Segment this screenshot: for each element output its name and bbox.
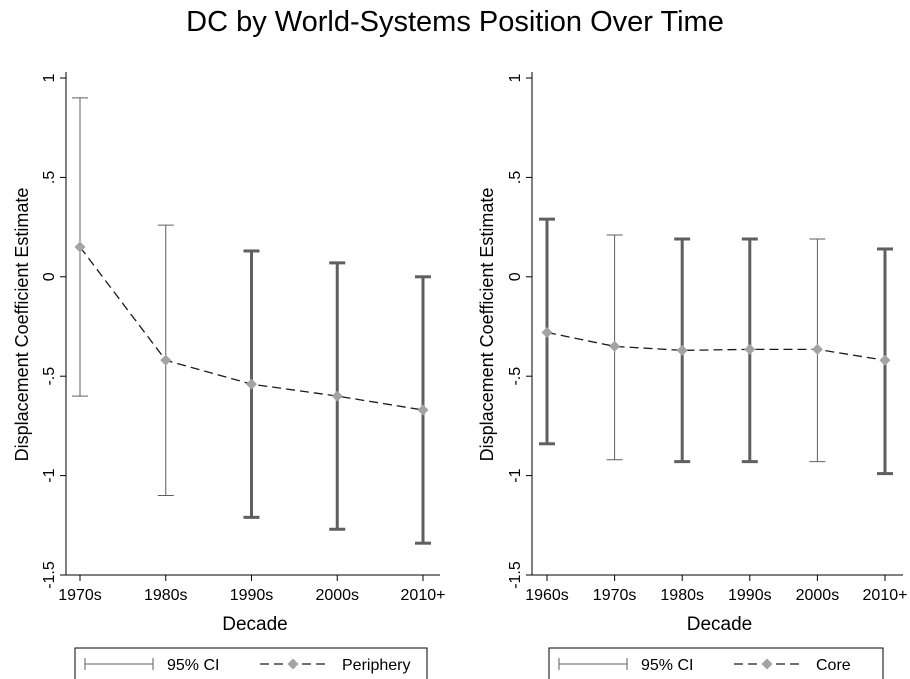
- y-tick-label: .5: [41, 171, 58, 184]
- x-axis-label: Decade: [687, 614, 753, 635]
- data-point: [744, 343, 756, 355]
- y-tick-label: -.5: [41, 367, 58, 386]
- legend-series-marker: [287, 658, 299, 670]
- legend: 95% CI Periphery: [74, 647, 428, 679]
- series-line: [546, 331, 886, 361]
- x-tick-label: 2000s: [315, 587, 359, 604]
- data-point: [331, 390, 343, 402]
- legend-series-marker: [761, 658, 773, 670]
- x-tick-label: 1960s: [525, 587, 569, 604]
- data-point: [160, 354, 172, 366]
- data-point: [541, 326, 553, 338]
- x-tick-label: 2010+: [401, 587, 446, 604]
- y-tick-label: 1: [41, 73, 58, 82]
- y-axis-label: Displacement Coefficient Estimate: [12, 188, 32, 462]
- y-tick-label: -1: [41, 468, 58, 482]
- y-tick-label: -1.5: [41, 561, 58, 589]
- data-point: [676, 344, 688, 356]
- core-panel: 1 .5 0 -.5 -1 -1.5 Displacement Coefficient Es…: [477, 72, 907, 679]
- legend-series-label: Periphery: [342, 657, 410, 674]
- legend: 95% CI Core: [548, 647, 884, 679]
- x-tick-label: 1990s: [230, 587, 274, 604]
- chart-title: DC by World-Systems Position Over Time: [186, 6, 724, 38]
- y-tick-label: 0: [507, 272, 524, 281]
- y-tick-label: .5: [507, 171, 524, 184]
- x-tick-label: 1970s: [593, 587, 637, 604]
- legend-ci-label: 95% CI: [641, 657, 693, 674]
- x-tick-label: 2000s: [796, 587, 840, 604]
- data-point: [609, 340, 621, 352]
- data-point: [417, 404, 429, 416]
- x-axis-label: Decade: [222, 614, 288, 635]
- y-tick-label: -1.5: [507, 561, 524, 589]
- legend-series-label: Core: [816, 657, 851, 674]
- y-tick-label: -1: [507, 468, 524, 482]
- data-point: [811, 343, 823, 355]
- legend-ci-label: 95% CI: [167, 657, 219, 674]
- x-tick-label: 2010+: [863, 587, 908, 604]
- y-tick-label: 1: [507, 73, 524, 82]
- periphery-panel: 1 .5 0 -.5 -1 -1.5 Displacement Coefficient Es…: [12, 72, 445, 679]
- data-point: [246, 378, 257, 390]
- x-tick-label: 1980s: [144, 587, 188, 604]
- data-point: [879, 354, 891, 366]
- x-tick-label: 1980s: [660, 587, 704, 604]
- y-axis-label: Displacement Coefficient Estimate: [477, 188, 497, 462]
- x-tick-label: 1970s: [58, 587, 102, 604]
- x-tick-label: 1990s: [728, 587, 772, 604]
- y-tick-label: 0: [41, 272, 58, 281]
- data-point: [74, 241, 86, 253]
- y-tick-label: -.5: [507, 367, 524, 386]
